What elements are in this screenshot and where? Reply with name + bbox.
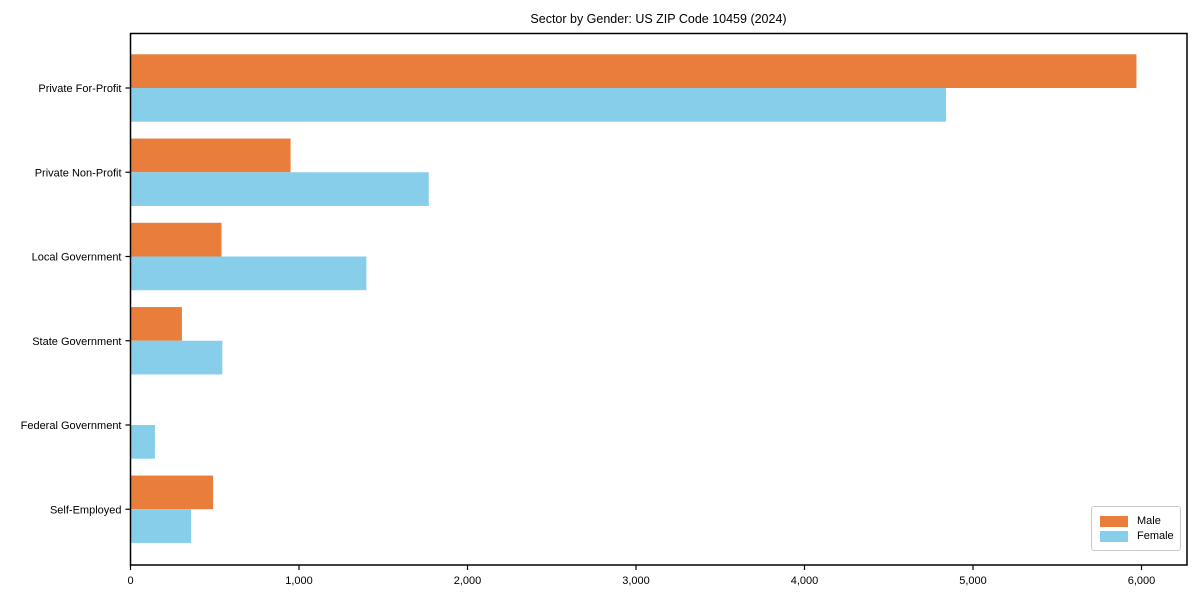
x-tick-label-6: 6,000 xyxy=(1128,575,1156,587)
bar-male-3 xyxy=(130,307,182,341)
y-tick-label-2: Local Government xyxy=(32,252,122,264)
bar-male-5 xyxy=(130,475,214,510)
legend-item-female: Female xyxy=(1100,529,1174,542)
legend-swatch-male xyxy=(1100,515,1128,527)
bar-male-2 xyxy=(130,222,222,257)
x-tick-label-5: 5,000 xyxy=(959,575,987,587)
bar-female-0 xyxy=(130,88,947,122)
x-tick-label-2: 2,000 xyxy=(454,575,482,587)
y-tick-label-3: State Government xyxy=(32,336,121,348)
y-tick-label-4: Federal Government xyxy=(21,420,122,432)
bar-male-1 xyxy=(130,138,291,173)
chart-title: Sector by Gender: US ZIP Code 10459 (202… xyxy=(530,12,787,26)
bar-female-5 xyxy=(130,509,192,543)
legend: Male Female xyxy=(1091,506,1181,551)
legend-item-male: Male xyxy=(1100,514,1172,527)
bar-female-1 xyxy=(130,172,429,206)
legend-swatch-female xyxy=(1100,530,1128,542)
x-tick-label-3: 3,000 xyxy=(622,575,650,587)
y-tick-label-0: Private For-Profit xyxy=(38,83,121,95)
x-tick-label-1: 1,000 xyxy=(285,575,313,587)
legend-label-female: Female xyxy=(1137,529,1174,542)
bar-male-0 xyxy=(130,54,1137,88)
legend-label-male: Male xyxy=(1137,514,1161,527)
bar-female-2 xyxy=(130,256,367,291)
bar-female-4 xyxy=(130,425,155,459)
x-tick-label-0: 0 xyxy=(127,575,133,587)
plot-border xyxy=(129,32,1188,566)
bar-female-3 xyxy=(130,340,223,375)
x-tick-label-4: 4,000 xyxy=(791,575,819,587)
y-tick-label-1: Private Non-Profit xyxy=(35,167,122,179)
y-tick-label-5: Self-Employed xyxy=(50,504,122,516)
